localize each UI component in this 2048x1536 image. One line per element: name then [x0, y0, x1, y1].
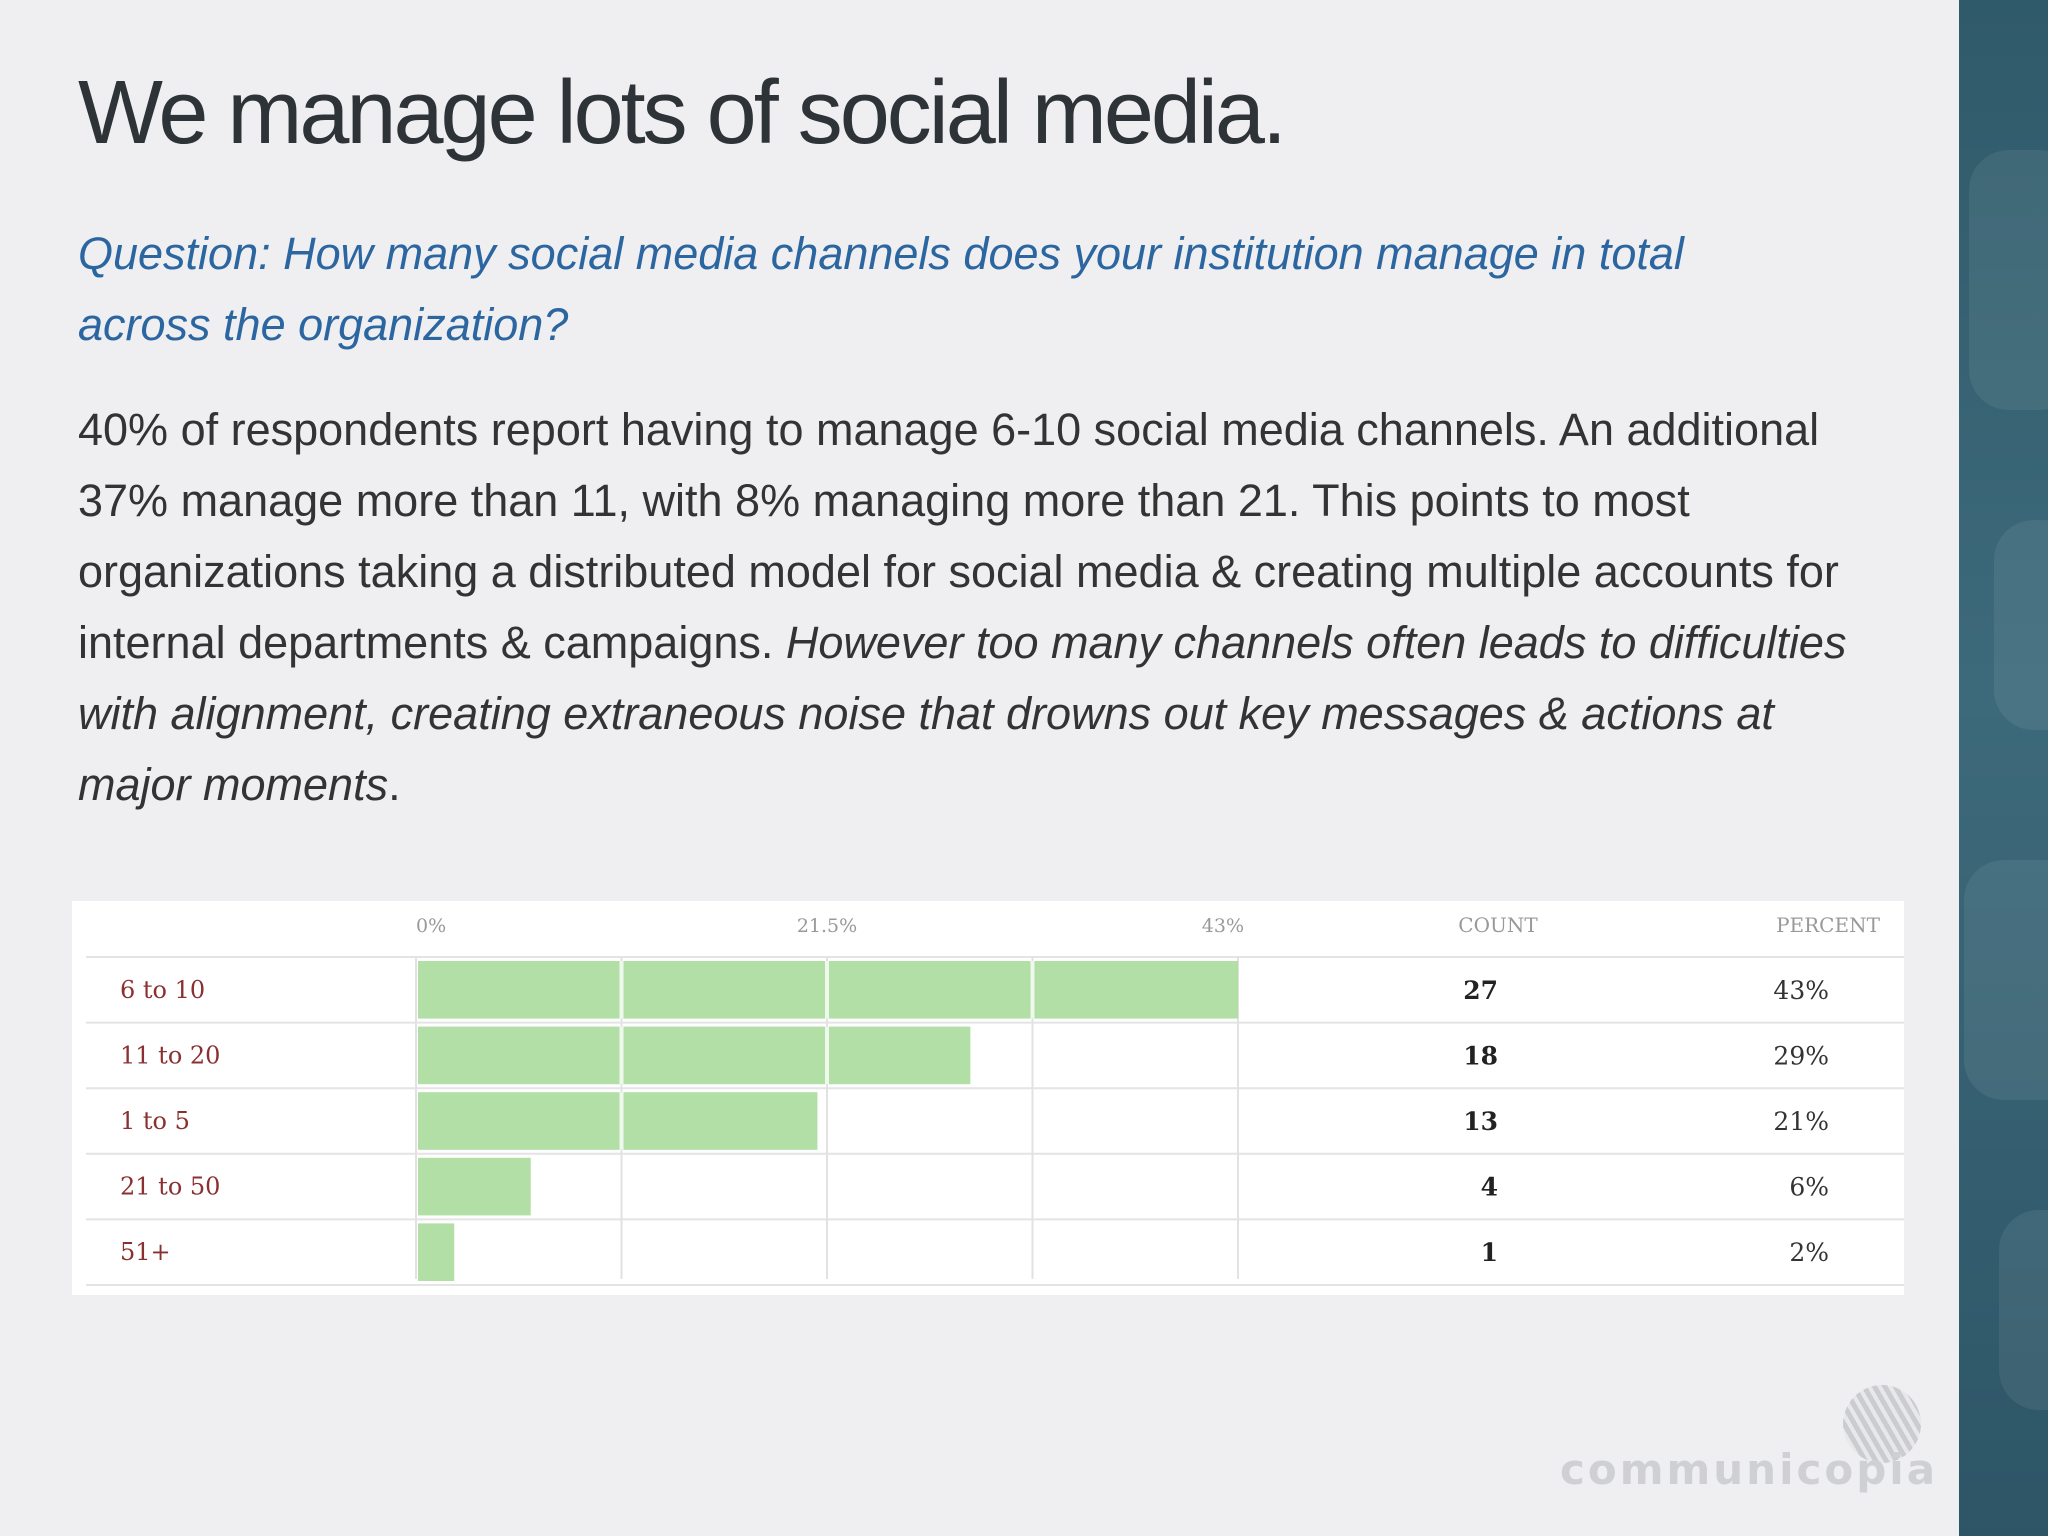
category-label: 51+ [120, 1238, 171, 1266]
x-tick-label: 0% [416, 915, 446, 937]
percent-value: 29% [1773, 1041, 1829, 1070]
bar [418, 1157, 531, 1216]
bar-segment-gap [825, 1026, 829, 1085]
bar [418, 1092, 818, 1150]
body-paragraph: 40% of respondents report having to mana… [78, 394, 1858, 820]
count-column-header: COUNT [1458, 913, 1538, 937]
bar-segment-gap [825, 961, 829, 1019]
logo-wordmark: communicopia [1560, 1445, 1939, 1494]
count-value: 1 [1481, 1238, 1498, 1267]
communicopia-logo: communicopia [1560, 1385, 1939, 1505]
percent-value: 6% [1789, 1173, 1829, 1202]
bar [418, 1026, 971, 1085]
count-value: 18 [1463, 1041, 1498, 1070]
body-text-italic: However too many channels often leads to… [78, 617, 1847, 810]
logo-mark-icon [1843, 1385, 1921, 1463]
bar-segment-gap [1030, 961, 1035, 1019]
category-label: 6 to 10 [120, 976, 205, 1004]
count-value: 13 [1463, 1107, 1498, 1136]
bar-segment-gap [619, 961, 624, 1019]
percent-value: 43% [1773, 976, 1829, 1005]
survey-results-chart: 0% 21.5% 43% COUNT PERCENT 6 to 10 27 43% 11 to … [72, 901, 1904, 1295]
category-label: 1 to 5 [120, 1107, 190, 1135]
decorative-side-band [1959, 0, 2048, 1536]
x-tick-label: 21.5% [797, 915, 857, 937]
percent-value: 21% [1773, 1107, 1829, 1136]
x-tick-label: 43% [1202, 915, 1244, 937]
category-label: 21 to 50 [120, 1173, 220, 1201]
percent-column-header: PERCENT [1776, 913, 1881, 937]
percent-value: 2% [1789, 1238, 1829, 1267]
bar-segment-gap [619, 1026, 624, 1085]
survey-question: Question: How many social media channels… [78, 228, 1684, 350]
slide-title: We manage lots of social media. [78, 63, 1287, 163]
body-text-end: . [388, 759, 401, 810]
category-label: 11 to 20 [120, 1041, 220, 1069]
count-value: 4 [1481, 1173, 1498, 1202]
count-value: 27 [1463, 976, 1498, 1005]
bar-segment-gap [619, 1092, 624, 1150]
body-text-plain: 40% of respondents report having to mana… [78, 404, 1839, 668]
bar [418, 1223, 455, 1281]
